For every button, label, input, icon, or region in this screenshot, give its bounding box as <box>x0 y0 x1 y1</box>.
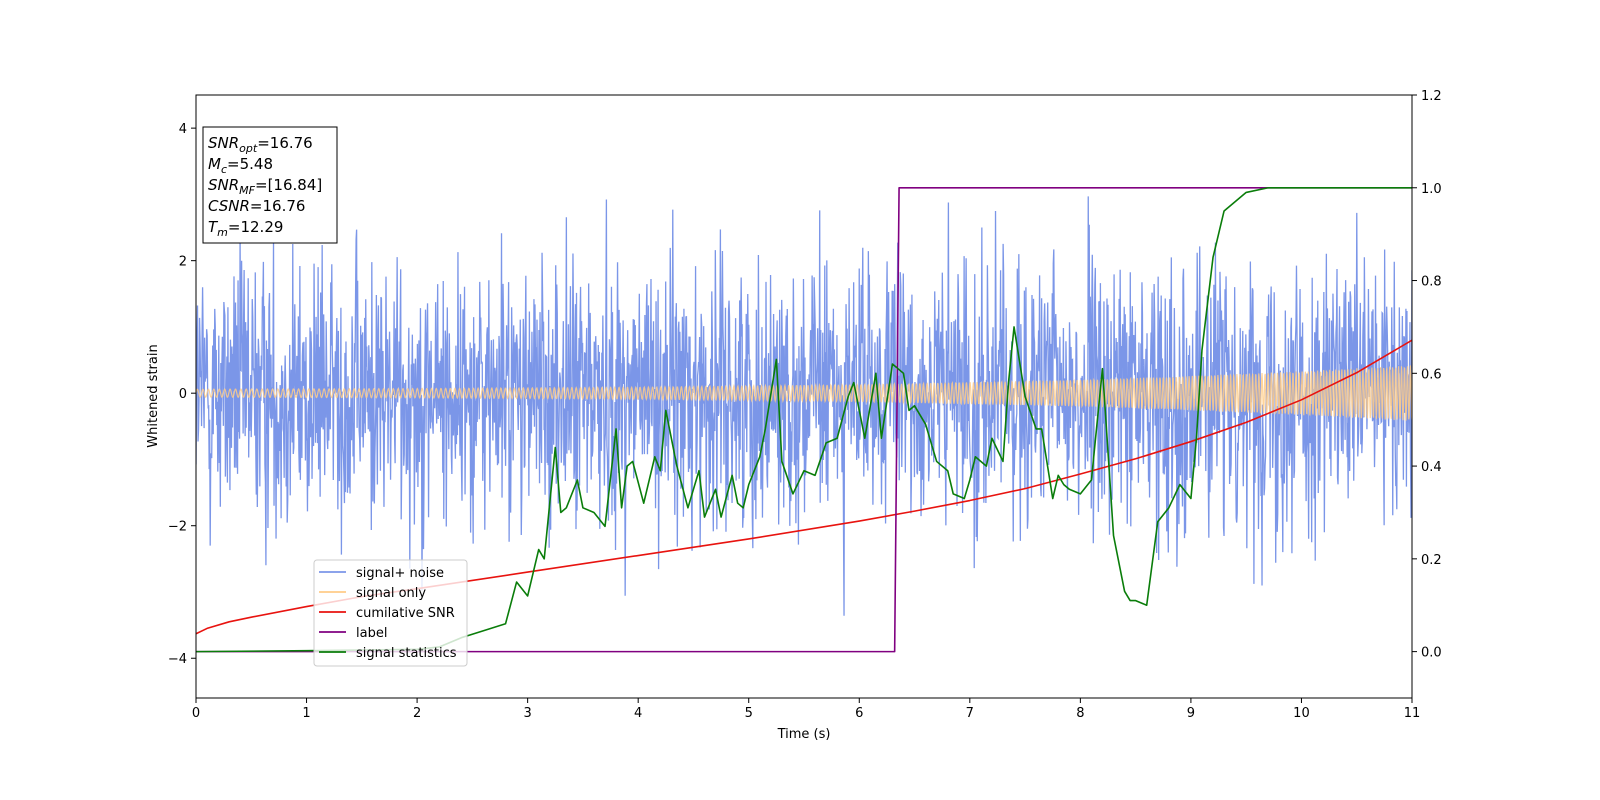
x-tick-label: 9 <box>1187 706 1195 721</box>
annotation-subscript: c <box>221 163 227 176</box>
y-right-tick-label: 0.0 <box>1421 646 1442 661</box>
annotation-frame <box>202 126 338 244</box>
y-left-tick-label: 2 <box>179 255 187 270</box>
y-left-tick-label: −2 <box>168 520 187 535</box>
annotation-line: Mc=5.48 <box>208 155 273 176</box>
annotation-value: =[16.84] <box>255 176 322 194</box>
x-tick-label: 8 <box>1076 706 1084 721</box>
annotation-line: Tm=12.29 <box>208 218 283 239</box>
annotation-value: =16.76 <box>250 197 306 215</box>
y-left-tick-label: −4 <box>168 652 187 667</box>
annotation-symbol: CSNR <box>208 197 250 215</box>
legend-entry: signal statistics <box>356 646 457 661</box>
annotation-value: =5.48 <box>227 155 273 173</box>
series-layer <box>196 186 1412 653</box>
annotation-subscript: opt <box>239 142 258 155</box>
legend-entry: label <box>356 626 387 641</box>
x-tick-label: 2 <box>413 706 421 721</box>
series-label-line <box>196 186 1412 653</box>
y-right-tick-label: 1.0 <box>1421 182 1442 197</box>
x-tick-label: 6 <box>855 706 863 721</box>
annotation-subscript: m <box>217 226 228 239</box>
series-signal-only-line <box>196 365 1412 421</box>
axes-layer: 0 1 2 3 4 5 6 7 8 9 10 11 −4 −2 0 2 4 0.0 0.2 0.4 0.6 0.8 1.0 1… <box>168 89 1442 721</box>
annotation-symbol: SNR <box>208 176 239 194</box>
legend-entry: signal+ noise <box>356 566 444 581</box>
x-tick-label: 4 <box>634 706 642 721</box>
annotation-line: SNRopt=16.76 <box>208 134 313 155</box>
y-right-tick-label: 0.4 <box>1421 460 1442 475</box>
x-tick-label: 0 <box>192 706 200 721</box>
x-tick-label: 11 <box>1404 706 1421 721</box>
annotation-box: SNRopt=16.76Mc=5.48SNRMF=[16.84]CSNR=16.… <box>202 126 338 244</box>
annotation-value: =12.29 <box>228 218 284 236</box>
annotation-line: CSNR=16.76 <box>208 197 305 215</box>
y-right-tick-label: 0.6 <box>1421 367 1442 382</box>
annotation-value: =16.76 <box>257 134 313 152</box>
x-tick-label: 7 <box>966 706 974 721</box>
annotation-subscript: MF <box>239 184 255 197</box>
annotation-symbol: M <box>208 155 221 173</box>
series-cumulative-snr-line <box>196 339 1412 635</box>
series-signal-statistics-line <box>196 186 1412 653</box>
y-left-tick-label: 4 <box>179 122 187 137</box>
annotation-line: SNRMF=[16.84] <box>208 176 322 197</box>
x-tick-label: 5 <box>745 706 753 721</box>
x-tick-label: 3 <box>523 706 531 721</box>
legend-entry: signal only <box>356 586 426 601</box>
y-right-tick-label: 0.2 <box>1421 553 1442 568</box>
annotation-symbol: T <box>208 218 219 236</box>
y-left-tick-label: 0 <box>179 387 187 402</box>
plot-frame <box>195 94 1413 699</box>
y-axis-label-left: Whitened strain <box>146 344 161 447</box>
x-tick-label: 10 <box>1293 706 1310 721</box>
legend-entry: cumilative SNR <box>356 606 455 621</box>
annotation-symbol: SNR <box>208 134 239 152</box>
legend-frame <box>313 559 468 667</box>
y-right-tick-label: 0.8 <box>1421 275 1442 290</box>
x-axis-label: Time (s) <box>777 727 831 742</box>
x-tick-label: 1 <box>302 706 310 721</box>
y-right-tick-label: 1.2 <box>1421 89 1442 104</box>
legend: signal+ noise signal only cumilative SNR la… <box>313 559 468 667</box>
